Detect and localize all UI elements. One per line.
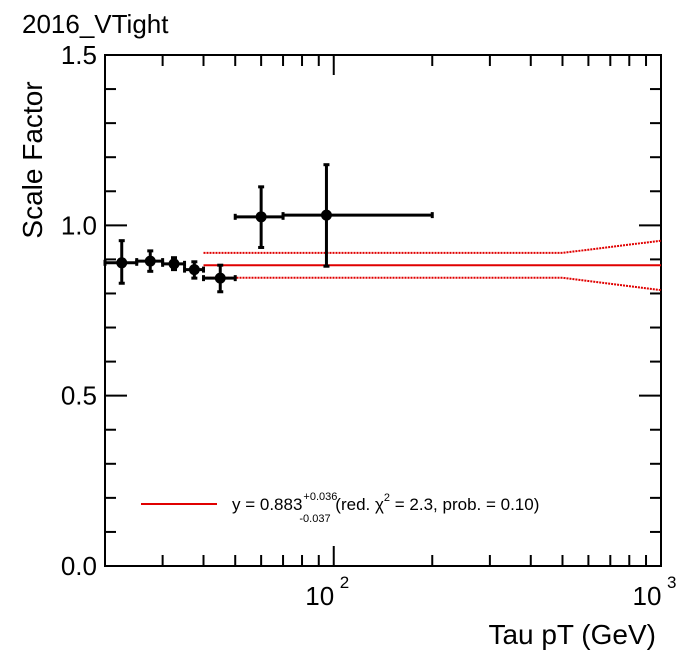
legend-chi-exp: 2	[384, 492, 390, 504]
data-marker	[320, 209, 332, 221]
data-marker	[144, 255, 156, 267]
data-marker	[255, 211, 267, 223]
data-point	[103, 239, 139, 285]
legend-suffix-1: (red.	[331, 495, 375, 514]
plot-frame	[104, 54, 662, 567]
fit-band-upper	[203, 239, 662, 254]
x-tick-label-base: 10	[633, 581, 662, 611]
x-tick-label: 10 3	[633, 573, 677, 611]
fit-band	[203, 239, 662, 292]
x-tick-label-base: 10	[305, 581, 334, 611]
legend: y = 0.883+0.036 -0.037 (red. χ2 = 2.3, pr…	[141, 491, 539, 525]
data-point	[281, 163, 434, 268]
data-point	[233, 185, 285, 249]
fit-band-lower	[203, 276, 662, 292]
legend-suffix-2: = 2.3, prob. = 0.10)	[390, 495, 539, 514]
data-point	[183, 260, 206, 280]
y-axis-label: Scale Factor	[17, 81, 48, 238]
x-axis-label: Tau pT (GeV)	[488, 619, 656, 650]
legend-text: y = 0.883+0.036 -0.037 (red. χ2 = 2.3, pr…	[232, 491, 539, 525]
data-point	[161, 256, 187, 272]
y-tick-label: 0.0	[61, 551, 97, 581]
data-point	[202, 263, 237, 294]
data-marker	[214, 272, 226, 284]
legend-sub: -0.037	[299, 513, 330, 525]
data-point	[135, 249, 165, 273]
y-tick-label: 0.5	[61, 381, 97, 411]
legend-sup: +0.036	[303, 491, 337, 503]
axis-ticks: 0.0 0.5 1.0 1.5 10 2 10 3	[61, 40, 677, 611]
legend-chi: χ	[375, 495, 384, 514]
data-points	[103, 163, 434, 294]
y-tick-label: 1.5	[61, 40, 97, 70]
x-tick-label: 10 2	[305, 573, 349, 611]
x-tick-label-exponent: 3	[667, 573, 676, 592]
y-tick-label: 1.0	[61, 210, 97, 240]
data-marker	[116, 257, 128, 269]
chart-title: 2016_VTight	[22, 9, 169, 39]
x-tick-label-exponent: 2	[340, 573, 349, 592]
data-marker	[188, 264, 200, 276]
legend-prefix: y = 0.883	[232, 495, 302, 514]
data-marker	[168, 258, 180, 270]
